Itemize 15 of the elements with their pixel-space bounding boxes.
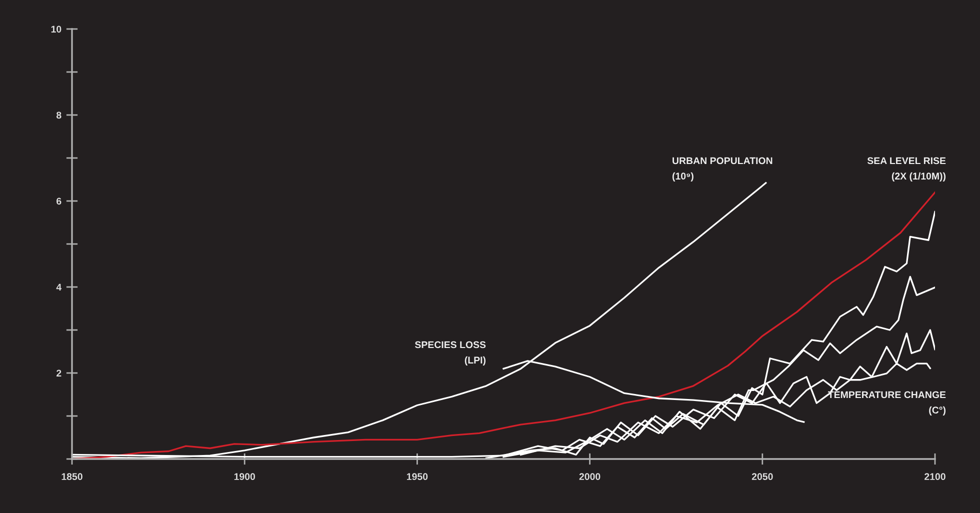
x-tick-label: 1900 — [234, 473, 256, 480]
x-tick-label: 1950 — [407, 473, 428, 480]
y-tick-label: 6 — [56, 198, 62, 205]
x-tick-label: 2050 — [752, 473, 773, 480]
x-tick-label: 2000 — [579, 473, 600, 480]
y-tick-label: 10 — [51, 26, 62, 33]
y-tick-label: 4 — [56, 284, 62, 291]
x-tick-label: 2100 — [924, 473, 946, 480]
x-tick-label: 1850 — [62, 473, 82, 480]
annotation: SPECIES LOSS (LPI) — [414, 341, 486, 366]
y-tick-label: 2 — [56, 370, 62, 377]
annotation: TEMPERATURE CHANGE (C°) — [828, 391, 946, 416]
y-tick-label: 8 — [56, 112, 62, 119]
annotation: URBAN POPULATION (10⁹) — [672, 157, 772, 182]
annotation: SEA LEVEL RISE (2X (1/10M)) — [867, 157, 946, 182]
